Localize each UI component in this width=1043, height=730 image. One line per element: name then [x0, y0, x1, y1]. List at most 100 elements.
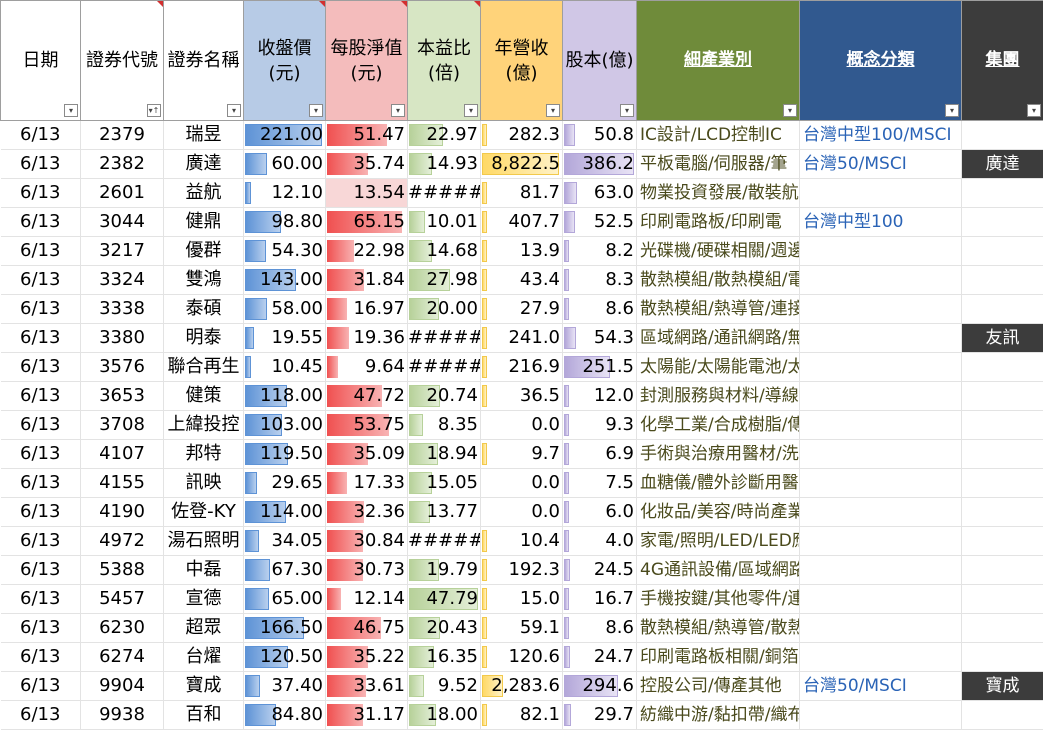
cell-pe[interactable]: 18.94: [408, 440, 481, 469]
cell-group[interactable]: [962, 527, 1043, 556]
cell-nav[interactable]: 17.33: [326, 469, 408, 498]
cell-revenue[interactable]: 0.0: [481, 411, 563, 440]
cell-code[interactable]: 3217: [81, 237, 164, 266]
cell-revenue[interactable]: 2,283.6: [481, 672, 563, 701]
cell-date[interactable]: 6/13: [1, 527, 81, 556]
cell-revenue[interactable]: 36.5: [481, 382, 563, 411]
cell-capital[interactable]: 50.8: [563, 121, 637, 150]
cell-name[interactable]: 雙鴻: [164, 266, 244, 295]
cell-revenue[interactable]: 407.7: [481, 208, 563, 237]
cell-group[interactable]: [962, 614, 1043, 643]
cell-concept[interactable]: [800, 469, 962, 498]
cell-capital[interactable]: 29.7: [563, 701, 637, 730]
cell-date[interactable]: 6/13: [1, 498, 81, 527]
cell-revenue[interactable]: 81.7: [481, 179, 563, 208]
cell-group[interactable]: 廣達: [962, 150, 1043, 179]
cell-capital[interactable]: 7.5: [563, 469, 637, 498]
cell-date[interactable]: 6/13: [1, 440, 81, 469]
cell-concept[interactable]: [800, 295, 962, 324]
cell-capital[interactable]: 251.5: [563, 353, 637, 382]
cell-name[interactable]: 邦特: [164, 440, 244, 469]
cell-pe[interactable]: 8.35: [408, 411, 481, 440]
cell-date[interactable]: 6/13: [1, 237, 81, 266]
cell-code[interactable]: 3380: [81, 324, 164, 353]
cell-date[interactable]: 6/13: [1, 150, 81, 179]
cell-revenue[interactable]: 59.1: [481, 614, 563, 643]
cell-capital[interactable]: 294.6: [563, 672, 637, 701]
cell-concept[interactable]: [800, 498, 962, 527]
cell-nav[interactable]: 65.15: [326, 208, 408, 237]
cell-name[interactable]: 明泰: [164, 324, 244, 353]
cell-nav[interactable]: 9.64: [326, 353, 408, 382]
cell-industry[interactable]: 手機按鍵/其他零件/連接器/電子零件元件: [637, 585, 800, 614]
cell-close[interactable]: 114.00: [244, 498, 326, 527]
cell-close[interactable]: 12.10: [244, 179, 326, 208]
filter-dropdown-icon[interactable]: ▾: [783, 104, 797, 117]
cell-industry[interactable]: 封測服務與材料/導線架/散熱模組/LED/LED封裝: [637, 382, 800, 411]
cell-pe[interactable]: 14.68: [408, 237, 481, 266]
cell-capital[interactable]: 6.9: [563, 440, 637, 469]
cell-name[interactable]: 中磊: [164, 556, 244, 585]
cell-nav[interactable]: 19.36: [326, 324, 408, 353]
cell-close[interactable]: 119.50: [244, 440, 326, 469]
cell-concept[interactable]: [800, 179, 962, 208]
cell-date[interactable]: 6/13: [1, 324, 81, 353]
cell-group[interactable]: [962, 295, 1043, 324]
cell-pe[interactable]: 10.01: [408, 208, 481, 237]
cell-date[interactable]: 6/13: [1, 614, 81, 643]
cell-close[interactable]: 120.50: [244, 643, 326, 672]
cell-close[interactable]: 98.80: [244, 208, 326, 237]
cell-industry[interactable]: 紡織中游/黏扣帶/織布/傳產其他/鞋材: [637, 701, 800, 730]
cell-date[interactable]: 6/13: [1, 382, 81, 411]
cell-industry[interactable]: 光碟機/硬碟相關/週邊產品/連接器/電子零件元件: [637, 237, 800, 266]
cell-revenue[interactable]: 43.4: [481, 266, 563, 295]
cell-nav[interactable]: 32.36: [326, 498, 408, 527]
cell-close[interactable]: 143.00: [244, 266, 326, 295]
cell-close[interactable]: 84.80: [244, 701, 326, 730]
cell-capital[interactable]: 8.6: [563, 614, 637, 643]
cell-revenue[interactable]: 120.6: [481, 643, 563, 672]
header-code[interactable]: 證券代號▾↑: [81, 1, 164, 121]
cell-concept[interactable]: 台灣50/MSCI: [800, 150, 962, 179]
cell-group[interactable]: [962, 179, 1043, 208]
cell-name[interactable]: 泰碩: [164, 295, 244, 324]
cell-concept[interactable]: [800, 643, 962, 672]
cell-pe[interactable]: 22.97: [408, 121, 481, 150]
cell-capital[interactable]: 8.3: [563, 266, 637, 295]
cell-pe[interactable]: 27.98: [408, 266, 481, 295]
cell-nav[interactable]: 30.73: [326, 556, 408, 585]
cell-industry[interactable]: IC設計/LCD控制IC: [637, 121, 800, 150]
cell-nav[interactable]: 51.47: [326, 121, 408, 150]
cell-concept[interactable]: [800, 237, 962, 266]
cell-date[interactable]: 6/13: [1, 411, 81, 440]
header-name[interactable]: 證券名稱▾: [164, 1, 244, 121]
cell-group[interactable]: [962, 237, 1043, 266]
cell-industry[interactable]: 4G通訊設備/區域網路/接取設備/通訊網路/無線網: [637, 556, 800, 585]
cell-pe[interactable]: 20.43: [408, 614, 481, 643]
cell-nav[interactable]: 35.74: [326, 150, 408, 179]
cell-concept[interactable]: 台灣50/MSCI: [800, 672, 962, 701]
cell-group[interactable]: [962, 643, 1043, 672]
cell-group[interactable]: [962, 498, 1043, 527]
cell-close[interactable]: 65.00: [244, 585, 326, 614]
header-revenue[interactable]: 年營收(億)▾: [481, 1, 563, 121]
cell-nav[interactable]: 13.54: [326, 179, 408, 208]
cell-capital[interactable]: 16.7: [563, 585, 637, 614]
filter-dropdown-icon[interactable]: ▾: [546, 104, 560, 117]
cell-code[interactable]: 3708: [81, 411, 164, 440]
cell-name[interactable]: 寶成: [164, 672, 244, 701]
cell-revenue[interactable]: 10.4: [481, 527, 563, 556]
cell-industry[interactable]: 印刷電路板/印刷電: [637, 208, 800, 237]
cell-date[interactable]: 6/13: [1, 353, 81, 382]
cell-close[interactable]: 29.65: [244, 469, 326, 498]
cell-date[interactable]: 6/13: [1, 469, 81, 498]
cell-name[interactable]: 宣德: [164, 585, 244, 614]
cell-revenue[interactable]: 8,822.5: [481, 150, 563, 179]
cell-date[interactable]: 6/13: [1, 643, 81, 672]
filter-dropdown-icon[interactable]: ▾: [620, 104, 634, 117]
cell-concept[interactable]: [800, 585, 962, 614]
cell-name[interactable]: 百和: [164, 701, 244, 730]
cell-code[interactable]: 2601: [81, 179, 164, 208]
cell-name[interactable]: 瑞昱: [164, 121, 244, 150]
cell-concept[interactable]: 台灣中型100: [800, 208, 962, 237]
